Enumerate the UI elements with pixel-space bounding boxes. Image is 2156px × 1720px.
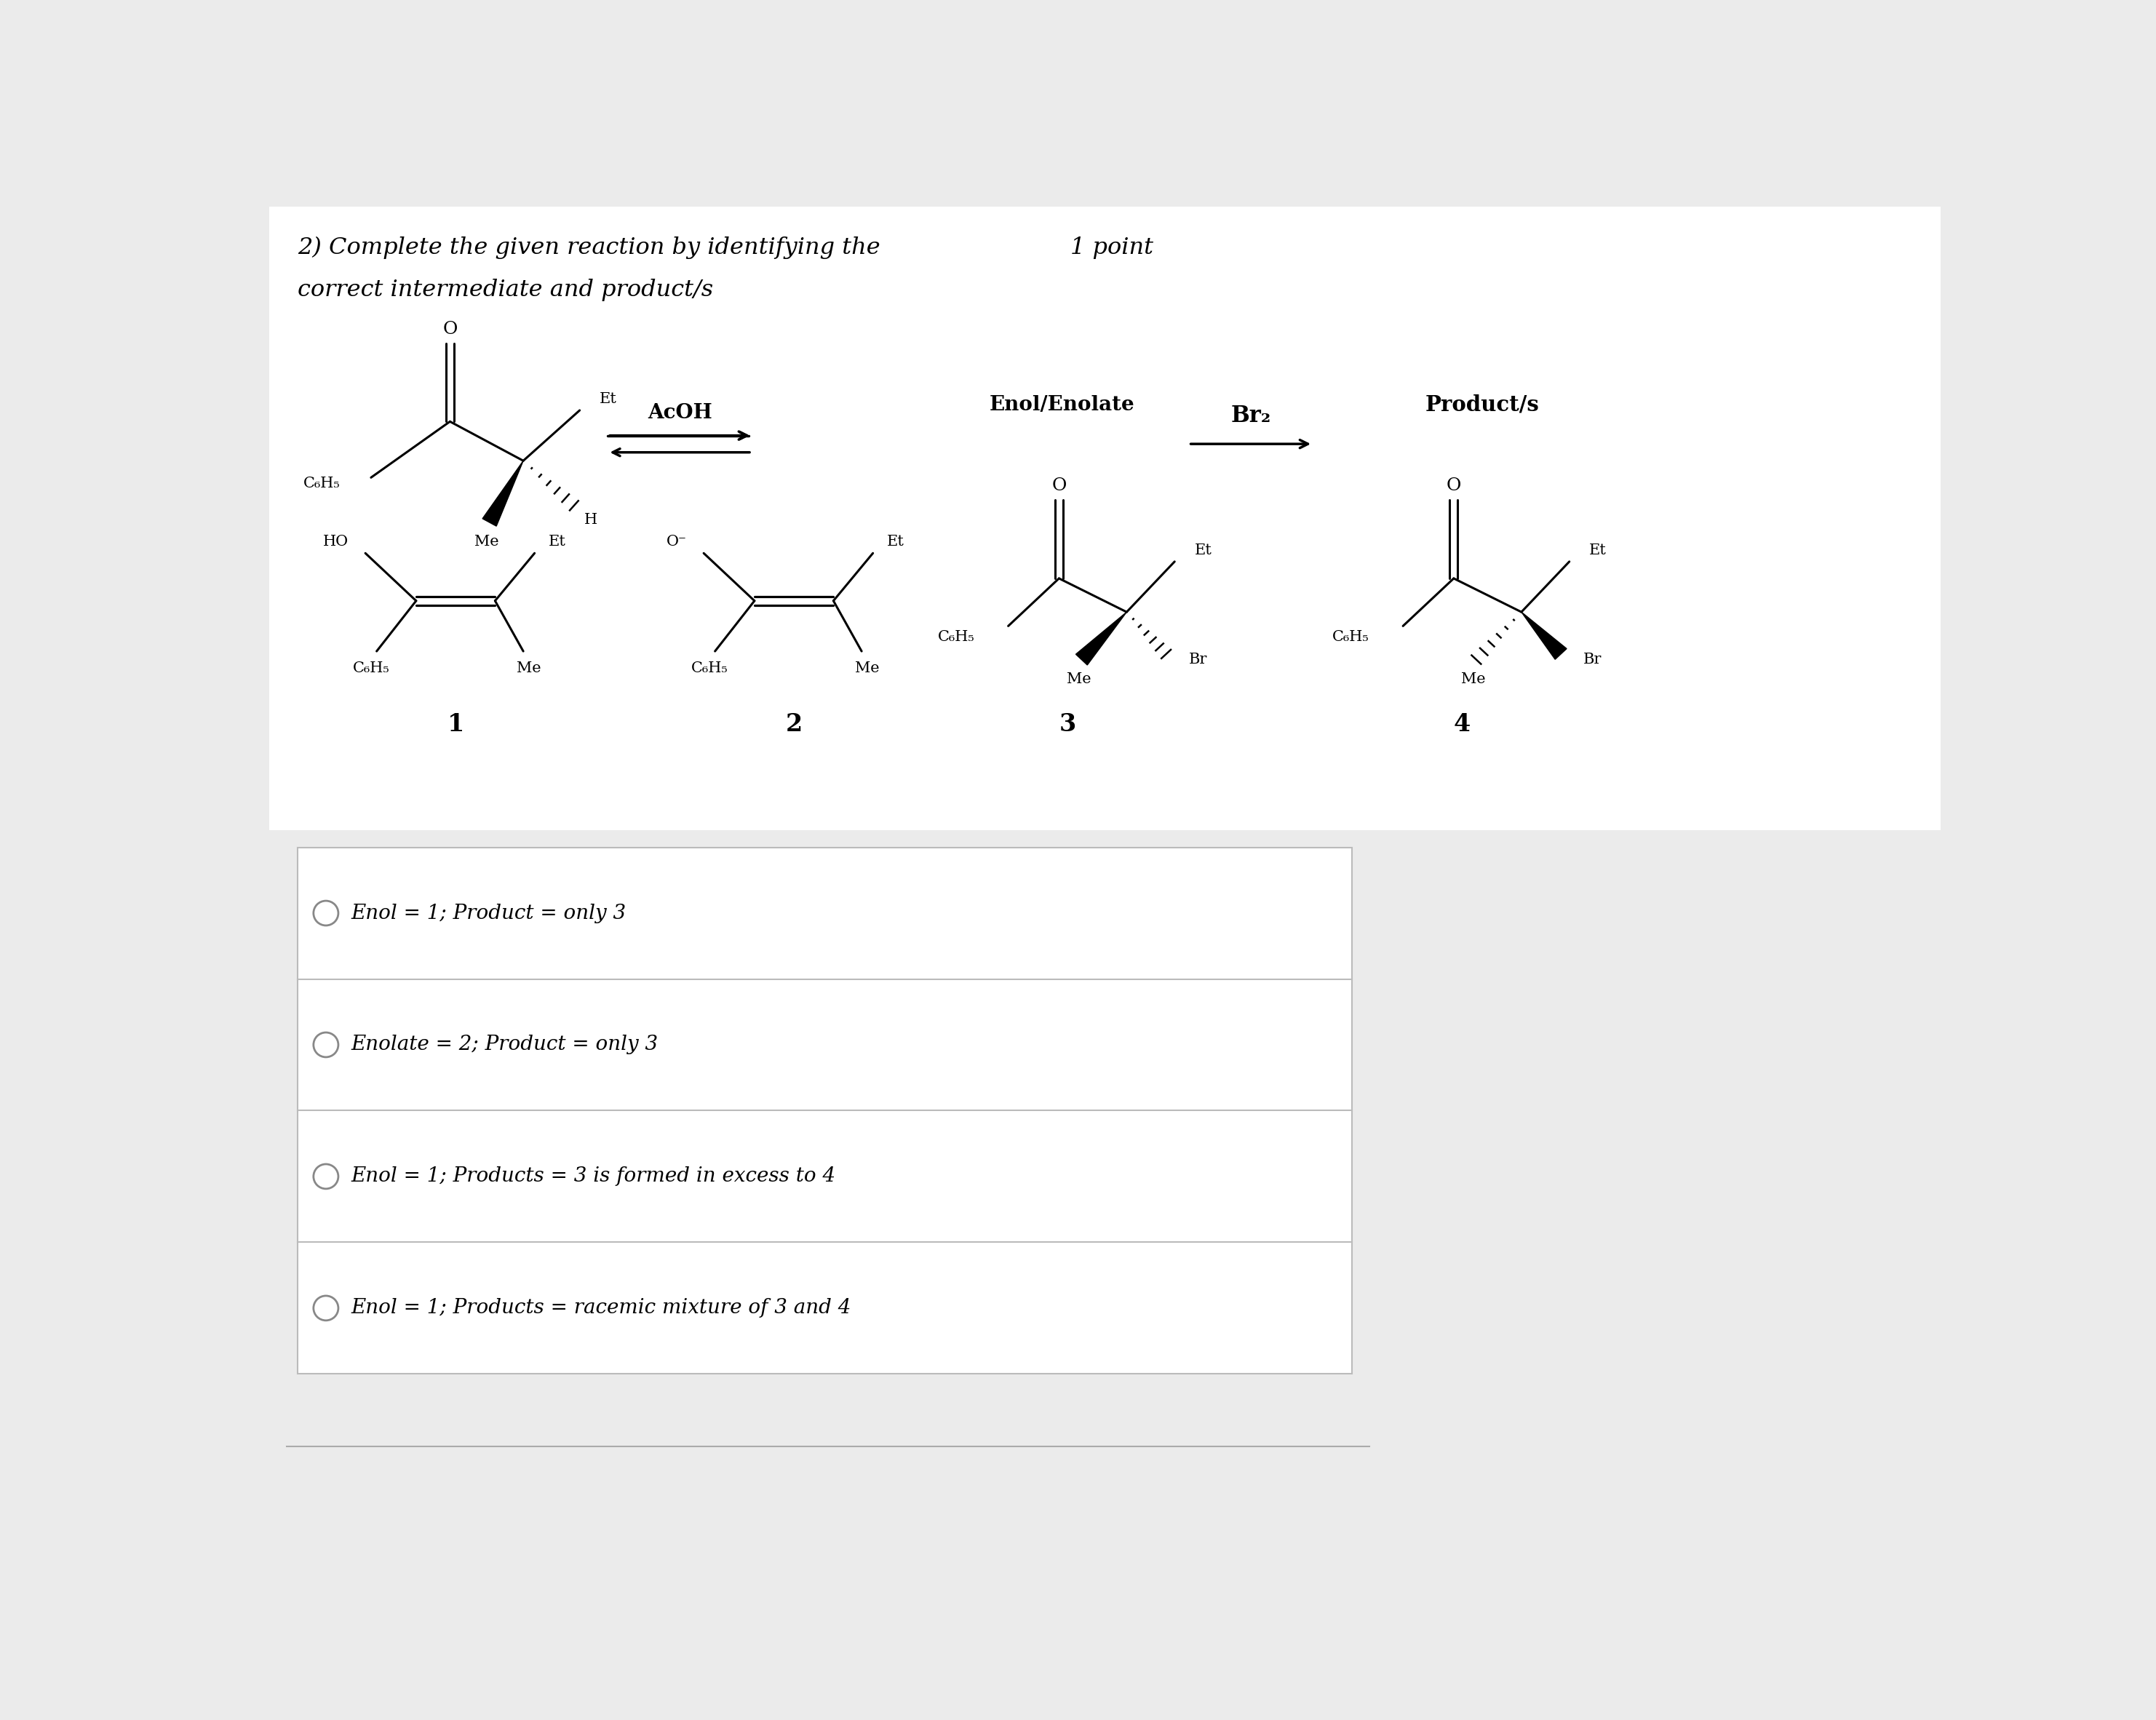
Text: 1 point: 1 point bbox=[1069, 237, 1153, 260]
Text: Et: Et bbox=[886, 535, 903, 549]
Polygon shape bbox=[1522, 612, 1567, 659]
Bar bbox=[298, 848, 1352, 1374]
Text: Et: Et bbox=[1589, 544, 1606, 557]
Text: Me: Me bbox=[517, 660, 541, 674]
Text: Enolate = 2; Product = only 3: Enolate = 2; Product = only 3 bbox=[351, 1035, 658, 1054]
Text: O: O bbox=[1052, 478, 1067, 494]
Text: AcOH: AcOH bbox=[647, 402, 711, 423]
Text: H: H bbox=[584, 513, 597, 526]
Text: 3: 3 bbox=[1059, 712, 1076, 736]
Text: Enol = 1; Product = only 3: Enol = 1; Product = only 3 bbox=[351, 903, 627, 924]
Polygon shape bbox=[1076, 612, 1128, 666]
Text: O⁻: O⁻ bbox=[666, 535, 688, 549]
Text: Me: Me bbox=[1067, 673, 1091, 686]
Text: correct intermediate and product/s: correct intermediate and product/s bbox=[298, 279, 714, 301]
Text: Br: Br bbox=[1583, 652, 1602, 667]
Text: Et: Et bbox=[548, 535, 567, 549]
Text: 1: 1 bbox=[446, 712, 464, 736]
Text: Et: Et bbox=[1194, 544, 1212, 557]
Text: 4: 4 bbox=[1453, 712, 1470, 736]
Text: Product/s: Product/s bbox=[1425, 394, 1539, 415]
Text: C₆H₅: C₆H₅ bbox=[938, 630, 975, 643]
Polygon shape bbox=[483, 461, 524, 526]
Text: Me: Me bbox=[474, 535, 498, 549]
Text: Enol = 1; Products = 3 is formed in excess to 4: Enol = 1; Products = 3 is formed in exce… bbox=[351, 1166, 837, 1187]
Text: Br₂: Br₂ bbox=[1231, 404, 1270, 427]
Text: Enol/Enolate: Enol/Enolate bbox=[990, 396, 1134, 415]
Text: 2) Complete the given reaction by identifying the: 2) Complete the given reaction by identi… bbox=[298, 237, 880, 260]
Text: Et: Et bbox=[599, 392, 617, 406]
Text: Me: Me bbox=[1462, 673, 1485, 686]
Text: C₆H₅: C₆H₅ bbox=[304, 476, 341, 490]
Text: Me: Me bbox=[856, 660, 880, 674]
Text: Enol = 1; Products = racemic mixture of 3 and 4: Enol = 1; Products = racemic mixture of … bbox=[351, 1299, 852, 1318]
Text: HO: HO bbox=[323, 535, 349, 549]
Text: Br: Br bbox=[1188, 652, 1207, 667]
Text: C₆H₅: C₆H₅ bbox=[1332, 630, 1369, 643]
Text: 2: 2 bbox=[785, 712, 802, 736]
Text: O: O bbox=[442, 320, 457, 337]
Text: O: O bbox=[1447, 478, 1462, 494]
Text: C₆H₅: C₆H₅ bbox=[354, 660, 390, 674]
Bar bbox=[270, 206, 1940, 831]
Text: C₆H₅: C₆H₅ bbox=[690, 660, 729, 674]
